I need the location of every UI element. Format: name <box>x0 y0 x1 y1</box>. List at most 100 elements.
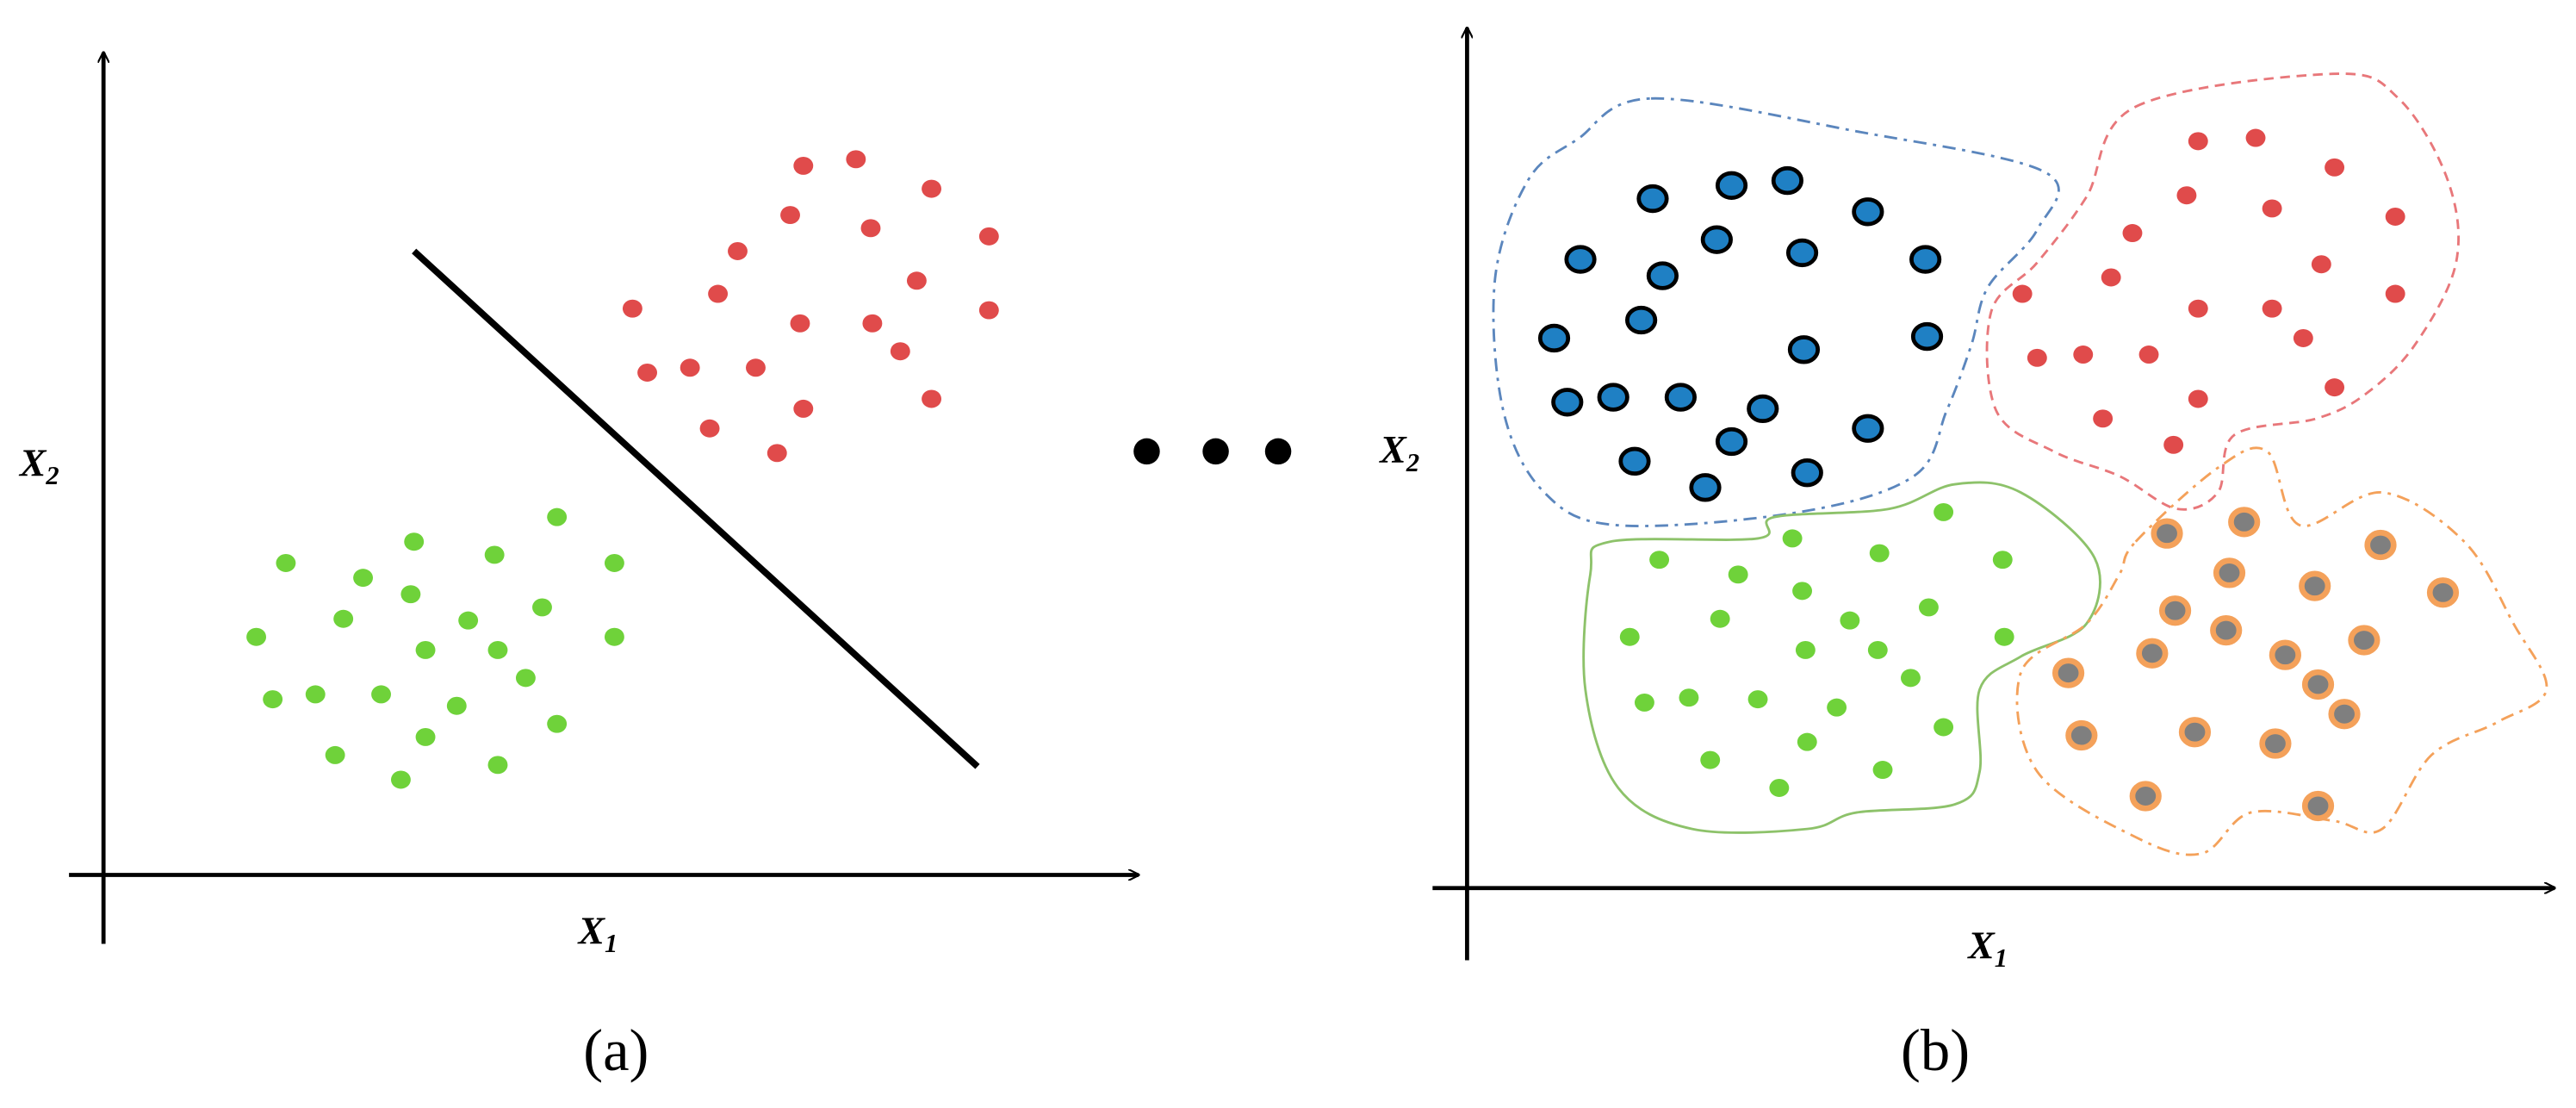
data-point <box>1840 611 1860 630</box>
data-point <box>1869 544 1890 563</box>
data-point <box>547 714 568 733</box>
data-point <box>2259 728 2292 759</box>
data-point <box>1634 693 1654 712</box>
data-point <box>2262 199 2282 218</box>
data-point <box>790 314 810 333</box>
data-point <box>2328 699 2361 730</box>
data-point <box>1910 321 1944 352</box>
data-point <box>2101 268 2121 287</box>
data-point <box>2299 570 2331 601</box>
data-point <box>1909 245 1942 274</box>
data-point <box>1795 640 1816 659</box>
data-point <box>2065 719 2098 751</box>
data-point <box>1715 171 1748 200</box>
clusters <box>246 72 2548 856</box>
data-point <box>263 690 283 709</box>
data-point <box>2364 529 2397 561</box>
x-axis-label: X1 <box>576 909 618 958</box>
data-point <box>1710 609 1730 628</box>
data-point <box>400 585 421 604</box>
panel-label: (b) <box>1901 1018 1970 1083</box>
x-axis-label: X1 <box>1966 924 2008 973</box>
data-point <box>1827 698 1847 717</box>
data-point <box>860 219 881 238</box>
data-point <box>353 569 374 588</box>
data-point <box>2188 132 2208 151</box>
data-point <box>2188 389 2208 408</box>
data-point <box>1700 750 1721 769</box>
panel-label: (a) <box>583 1018 649 1083</box>
data-point <box>2027 348 2047 367</box>
data-point <box>458 611 479 630</box>
data-point <box>1747 394 1779 424</box>
data-point <box>415 727 436 746</box>
data-point <box>390 770 411 789</box>
data-point <box>1992 551 2013 570</box>
data-point <box>2093 409 2114 428</box>
data-point <box>1649 551 1670 570</box>
data-point <box>276 554 296 572</box>
data-point <box>1785 238 1819 268</box>
data-point <box>325 745 345 764</box>
data-point <box>1747 690 1768 709</box>
data-point <box>2129 781 2162 812</box>
data-point <box>604 627 624 646</box>
data-point <box>922 179 942 198</box>
data-point <box>604 554 624 572</box>
data-point <box>1769 779 1790 797</box>
data-point <box>484 545 505 564</box>
data-point <box>2293 328 2313 347</box>
data-point <box>2301 790 2335 822</box>
data-point <box>1994 627 2014 646</box>
data-point <box>1872 761 1893 780</box>
data-point <box>1792 582 1813 601</box>
data-point <box>1728 565 1748 584</box>
data-point <box>978 301 999 320</box>
data-point <box>2385 208 2405 226</box>
data-point <box>2158 595 2192 626</box>
data-point <box>2012 284 2033 303</box>
data-point <box>515 669 536 688</box>
cluster-contour <box>1582 481 2101 834</box>
data-point <box>2228 507 2261 538</box>
data-point <box>1852 197 1884 227</box>
data-point <box>1852 414 1884 443</box>
data-point <box>1934 502 1954 521</box>
data-point <box>1918 598 1939 617</box>
data-point <box>2262 299 2282 318</box>
data-point <box>2385 284 2405 303</box>
data-point <box>637 363 658 382</box>
data-point <box>2151 518 2183 549</box>
data-point <box>446 696 467 715</box>
data-point <box>532 598 552 617</box>
data-point <box>2348 625 2380 656</box>
data-point <box>487 756 508 775</box>
decision-boundary <box>412 248 980 769</box>
data-point <box>922 389 942 408</box>
data-point <box>728 242 748 260</box>
cluster-contour <box>1985 72 2461 511</box>
ellipsis-dot <box>1264 438 1292 465</box>
data-point <box>415 640 436 659</box>
data-point <box>1564 245 1597 274</box>
data-point <box>1537 323 1571 353</box>
data-point <box>2301 669 2335 700</box>
data-point <box>1787 335 1821 364</box>
data-point <box>2245 128 2266 147</box>
data-point <box>680 358 700 377</box>
data-point <box>622 299 642 318</box>
data-point <box>246 627 267 646</box>
ellipsis-dot <box>1202 438 1229 465</box>
y-axis-label: X2 <box>1378 427 1419 476</box>
data-point <box>2178 717 2212 748</box>
y-axis-label: X2 <box>18 441 59 490</box>
data-point <box>793 399 814 418</box>
data-point <box>1901 669 1921 688</box>
data-point <box>767 444 787 463</box>
data-point <box>371 685 391 704</box>
data-point <box>1664 383 1697 412</box>
data-point <box>2325 158 2345 177</box>
data-point <box>2051 657 2085 688</box>
data-point <box>2426 577 2460 608</box>
